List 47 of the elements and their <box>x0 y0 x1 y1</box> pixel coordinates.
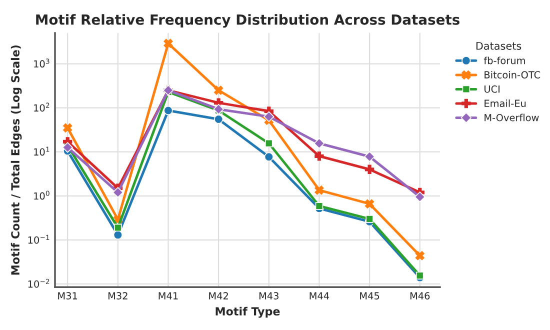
legend-label: M-Overflow <box>484 114 539 122</box>
x-tick-label: M31 <box>58 292 78 300</box>
point <box>214 114 224 124</box>
point <box>414 192 426 202</box>
point <box>112 187 124 198</box>
x-tick-label: M43 <box>259 292 278 300</box>
legend-label: Bitcoin-OTC <box>484 70 540 78</box>
point <box>415 251 424 260</box>
point <box>213 104 224 115</box>
y-tick-label: 10$^{0}$ <box>34 190 50 200</box>
x-tick-label: M46 <box>410 292 430 300</box>
point <box>314 138 325 149</box>
legend-label: fb-forum <box>484 56 525 64</box>
point <box>264 111 274 122</box>
x-tick-label: M44 <box>310 292 330 300</box>
x-axis-title: Motif Type <box>216 306 280 318</box>
x-tick-label: M32 <box>108 292 128 300</box>
point <box>164 38 173 48</box>
point <box>314 152 324 161</box>
point <box>113 230 122 240</box>
point <box>366 215 374 223</box>
chart-title: Motif Relative Frequency Distribution Across Datasets <box>36 14 460 28</box>
point <box>314 186 324 195</box>
legend-title: Datasets <box>476 42 522 50</box>
x-tick-label: M45 <box>360 292 380 300</box>
x-tick-label: M41 <box>158 292 178 300</box>
legend-label: UCI <box>484 85 500 93</box>
y-tick-label: 10$^{3}$ <box>34 58 50 68</box>
point <box>164 106 173 116</box>
point <box>364 199 374 208</box>
point <box>214 86 224 95</box>
point <box>264 139 273 148</box>
point <box>364 164 374 174</box>
point <box>62 123 72 132</box>
point <box>264 152 274 162</box>
legend-label: Email-Eu <box>484 100 526 108</box>
point <box>62 142 73 153</box>
y-tick-label: 10$^{−2}$ <box>28 278 50 288</box>
point <box>114 224 122 232</box>
y-tick-label: 10$^{2}$ <box>34 102 50 112</box>
y-tick-label: 10$^{1}$ <box>34 146 50 156</box>
point <box>315 202 324 210</box>
point <box>416 272 424 280</box>
x-tick-label: M42 <box>209 292 228 300</box>
point <box>364 151 375 162</box>
y-tick-label: 10$^{−1}$ <box>28 234 50 244</box>
y-axis-title: Motif Count / Total Edges (Log Scale) <box>10 45 22 275</box>
